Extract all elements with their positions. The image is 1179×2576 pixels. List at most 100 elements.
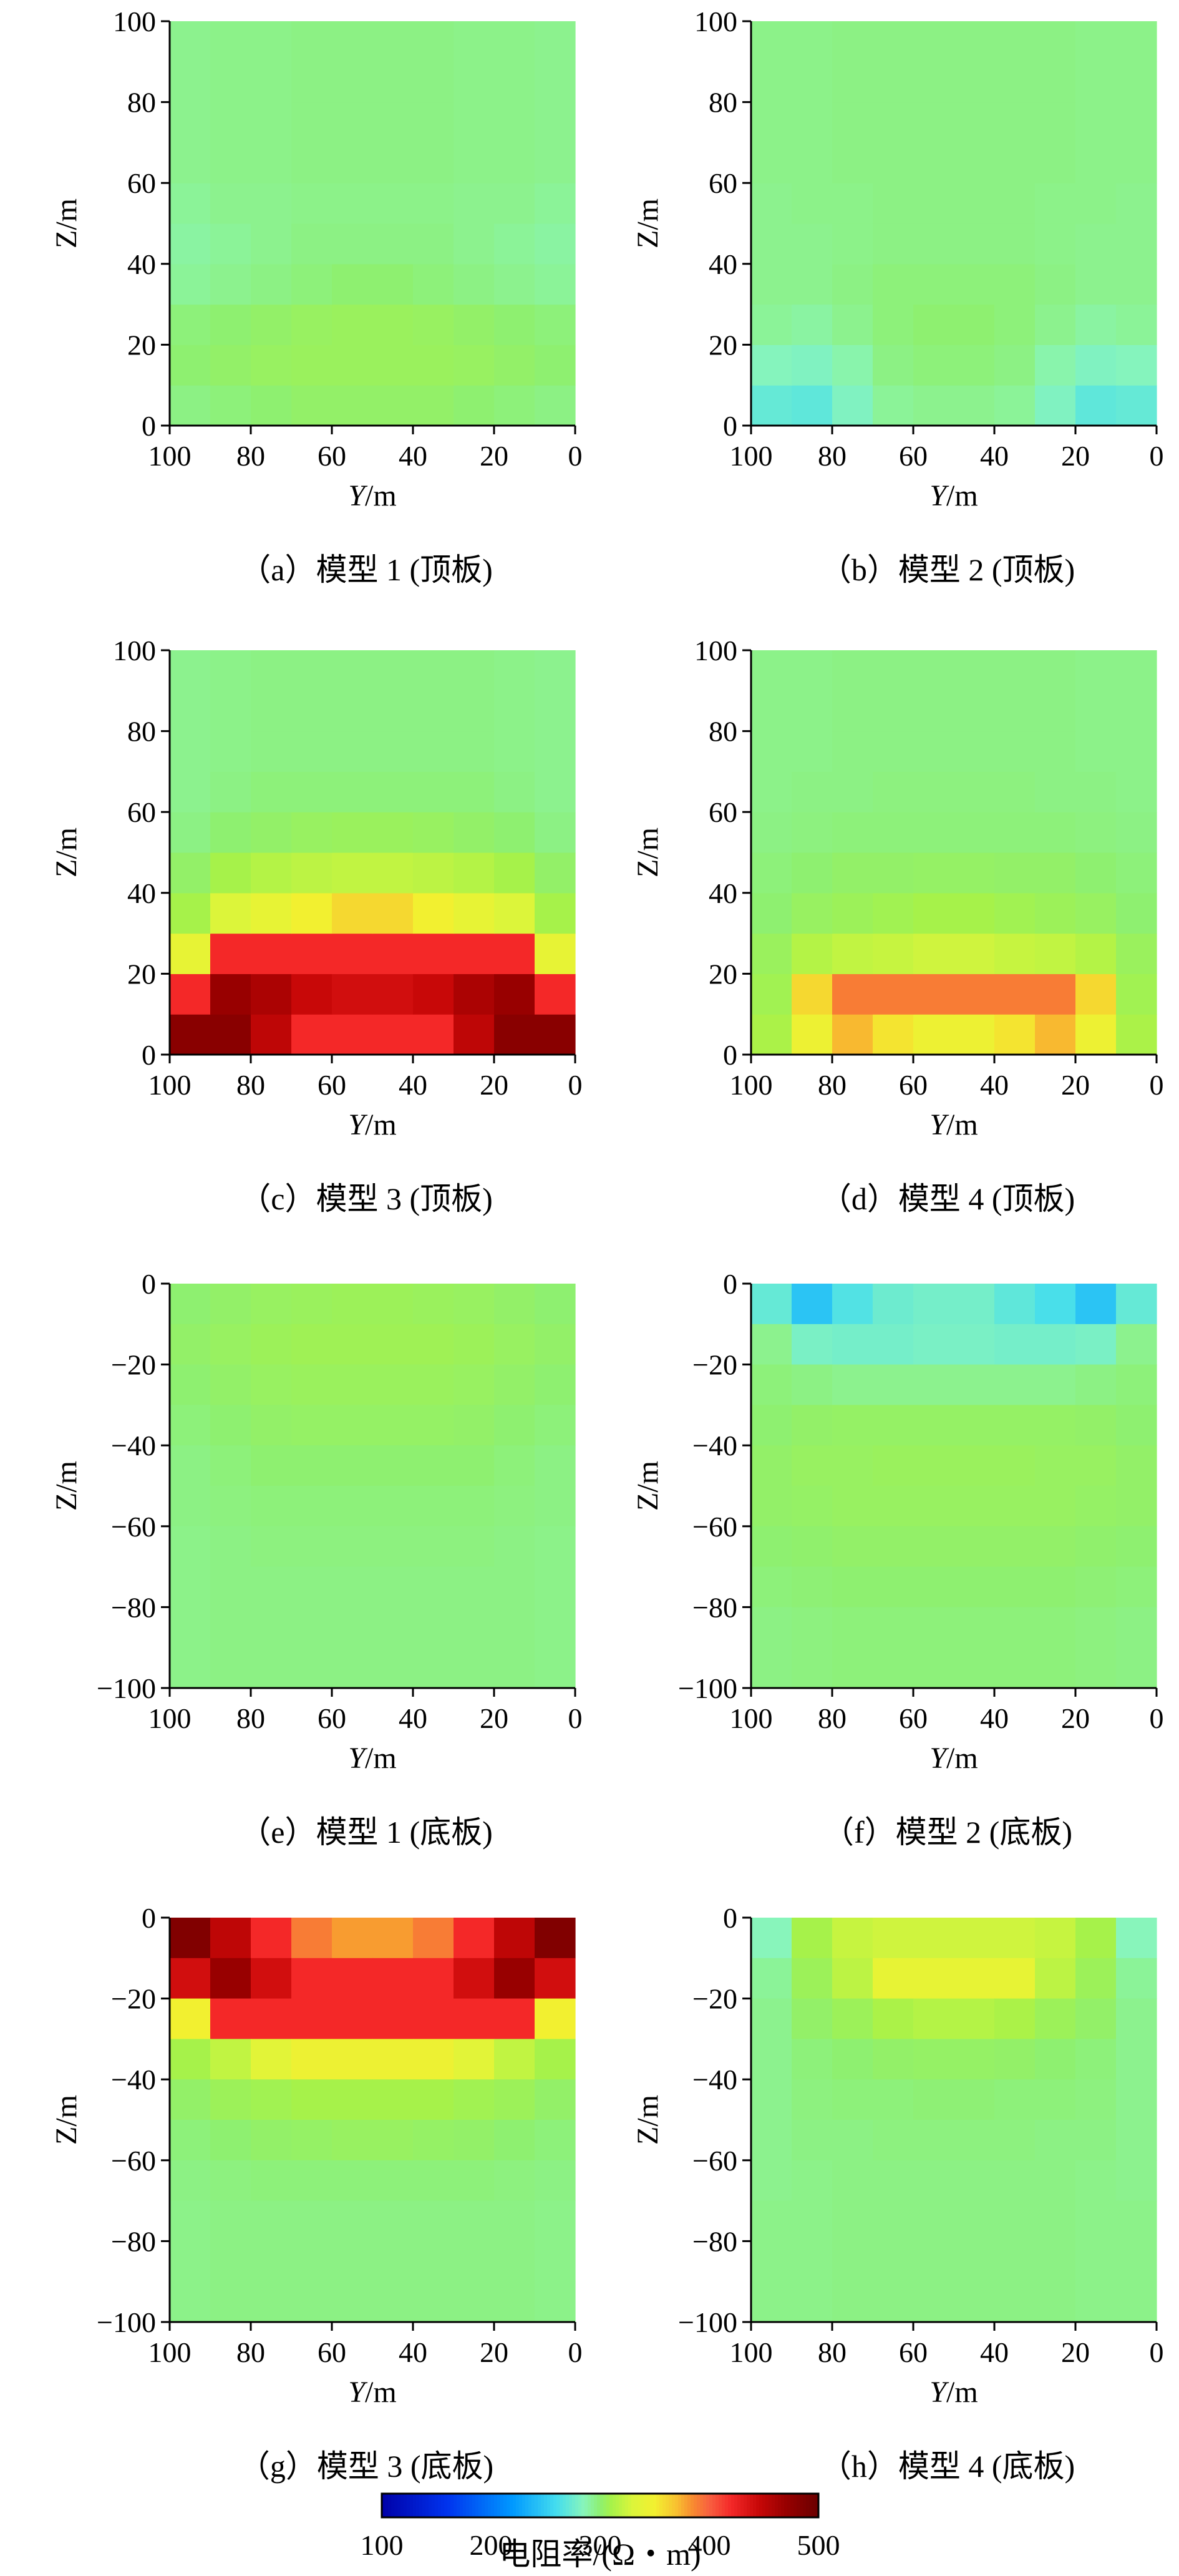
heatmap-cell [291,1566,332,1608]
x-tick-label: 80 [818,2336,847,2368]
heatmap-cell [251,1284,292,1325]
heatmap-cell [792,183,833,224]
colorbar-segment [522,2494,526,2517]
heatmap-cell [210,1607,251,1648]
heatmap-cell [792,1445,833,1486]
heatmap-cell [1035,1486,1076,1527]
heatmap-cell [1116,1918,1157,1959]
colorbar-segment [454,2494,457,2517]
heatmap-cell [291,1918,332,1959]
heatmap-cell [751,1284,792,1325]
colorbar-segment [575,2494,579,2517]
heatmap-cell [1116,61,1157,103]
heatmap-cell [251,1526,292,1568]
heatmap-cell [413,21,454,62]
colorbar-segment [397,2494,401,2517]
x-tick-label: 60 [899,440,928,472]
x-tick-label: 80 [818,1702,847,1734]
heatmap-cell [170,812,211,853]
heatmap-cell [792,2079,833,2120]
x-tick-label: 80 [236,440,265,472]
colorbar-segment [441,2494,445,2517]
colorbar-segment [588,2494,591,2517]
x-tick-label: 20 [480,1702,508,1734]
heatmap-cell [1075,1958,1117,1999]
colorbar-segment [815,2494,819,2517]
heatmap-cell [873,1526,914,1568]
heatmap-cell [832,690,873,732]
x-tick-label: 80 [818,1069,847,1101]
colorbar-segment [728,2494,732,2517]
heatmap-cell [994,771,1036,812]
heatmap-cell [1116,852,1157,894]
heatmap-cell [494,690,535,732]
heatmap-cell [913,2281,954,2323]
heatmap-cell [873,183,914,224]
heatmap-cell [413,1566,454,1608]
heatmap-cell [210,731,251,772]
heatmap-cell [372,1566,414,1608]
y-tick-label: −80 [692,2225,737,2257]
heatmap-cell [832,2120,873,2161]
heatmap-cell [251,2160,292,2202]
heatmap-cell [792,2039,833,2080]
colorbar-segment [438,2494,442,2517]
colorbar-segment [460,2494,463,2517]
heatmap-cell [913,852,954,894]
heatmap-cell [413,2120,454,2161]
heatmap-cell [454,933,495,974]
heatmap-cell [251,142,292,183]
heatmap-cell [873,1958,914,1999]
colorbar-segment [625,2494,629,2517]
heatmap-cell [291,1526,332,1568]
heatmap-cell [1075,2039,1117,2080]
heatmap-cell [1116,385,1157,426]
heatmap-cell [291,223,332,265]
x-tick-label: 60 [899,2336,928,2368]
heatmap-cell [535,142,576,183]
colorbar-segment [744,2494,747,2517]
colorbar-segment [765,2494,769,2517]
heatmap-cell [1116,1284,1157,1325]
heatmap-cell [994,1526,1036,1568]
heatmap-cell [251,304,292,345]
colorbar-segment [734,2494,738,2517]
heatmap-cell [251,2200,292,2242]
heatmap-cell [291,650,332,691]
heatmap-cell [792,1324,833,1365]
heatmap-cell [332,263,373,305]
x-tick-label: 40 [980,1702,1009,1734]
heatmap-cell [413,1324,454,1365]
heatmap-cell [792,690,833,732]
heatmap-cell [832,2039,873,2080]
heatmap-cell [994,1324,1036,1365]
y-tick-label: −40 [692,2064,737,2095]
heatmap-cell [291,2200,332,2242]
heatmap-cell [832,102,873,143]
heatmap-cell [1075,852,1117,894]
heatmap-cell [873,1607,914,1648]
heatmap-cell [832,1284,873,1325]
heatmap-cell [332,304,373,345]
heatmap-cell [413,2281,454,2323]
colorbar-segment [613,2494,616,2517]
heatmap-cell [1075,731,1117,772]
heatmap-cell [1075,263,1117,305]
heatmap-cell [251,812,292,853]
heatmap-cell [291,385,332,426]
heatmap-cell [913,1445,954,1486]
colorbar-segment [485,2494,488,2517]
heatmap-cell [873,2079,914,2120]
heatmap-cell [372,1526,414,1568]
heatmap-cell [291,2281,332,2323]
y-tick-label: −60 [692,1511,737,1543]
y-tick-label: 60 [709,167,737,199]
heatmap-cell [751,142,792,183]
heatmap-cell [251,650,292,691]
heatmap-cell [372,2200,414,2242]
heatmap-cell [1116,2039,1157,2080]
heatmap-cell [494,1284,535,1325]
heatmap-cell [873,973,914,1015]
heatmap-cell [535,1607,576,1648]
heatmap-cell [413,1405,454,1446]
